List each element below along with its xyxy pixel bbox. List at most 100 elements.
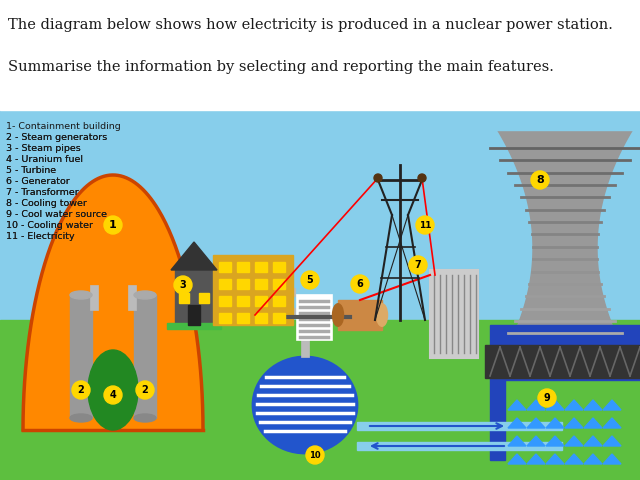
Text: 8: 8 bbox=[536, 175, 544, 185]
Polygon shape bbox=[508, 454, 526, 464]
Text: 4 - Uranium fuel: 4 - Uranium fuel bbox=[6, 155, 83, 164]
Polygon shape bbox=[565, 418, 583, 428]
Bar bbox=[490, 380, 505, 460]
Bar bbox=[0, 320, 640, 480]
Text: 5 - Turbine: 5 - Turbine bbox=[6, 166, 56, 175]
Polygon shape bbox=[508, 400, 526, 410]
Bar bbox=[219, 296, 231, 306]
Polygon shape bbox=[527, 418, 545, 428]
Circle shape bbox=[72, 381, 90, 399]
Bar bbox=[128, 285, 136, 310]
Bar bbox=[299, 330, 330, 333]
Bar bbox=[273, 313, 285, 323]
Text: 6: 6 bbox=[356, 279, 364, 289]
Ellipse shape bbox=[88, 350, 138, 430]
Circle shape bbox=[104, 386, 122, 404]
Polygon shape bbox=[490, 118, 640, 378]
Polygon shape bbox=[508, 418, 526, 428]
Bar bbox=[0, 0, 640, 110]
Text: 3 - Steam pipes: 3 - Steam pipes bbox=[6, 144, 81, 153]
Polygon shape bbox=[565, 400, 583, 410]
Bar bbox=[299, 336, 330, 339]
Text: 7: 7 bbox=[415, 260, 421, 270]
Text: 11 - Electricity: 11 - Electricity bbox=[6, 232, 75, 241]
Polygon shape bbox=[565, 454, 583, 464]
Text: Summarise the information by selecting and reporting the main features.: Summarise the information by selecting a… bbox=[8, 60, 554, 74]
Ellipse shape bbox=[134, 414, 156, 422]
Ellipse shape bbox=[134, 291, 156, 299]
Circle shape bbox=[531, 171, 549, 189]
Text: 1- Containment building: 1- Containment building bbox=[6, 122, 121, 131]
Bar bbox=[219, 262, 231, 272]
Text: 5: 5 bbox=[307, 275, 314, 285]
Text: 4: 4 bbox=[109, 390, 116, 400]
Text: 1: 1 bbox=[109, 220, 117, 230]
Bar bbox=[297, 295, 332, 340]
Polygon shape bbox=[584, 400, 602, 410]
Polygon shape bbox=[603, 418, 621, 428]
Bar bbox=[237, 279, 249, 289]
Circle shape bbox=[306, 446, 324, 464]
Text: 11: 11 bbox=[419, 220, 431, 229]
Bar bbox=[213, 255, 293, 325]
Polygon shape bbox=[23, 175, 203, 430]
Bar bbox=[255, 279, 267, 289]
Ellipse shape bbox=[253, 357, 357, 453]
Circle shape bbox=[136, 381, 154, 399]
Circle shape bbox=[409, 256, 427, 274]
Bar bbox=[179, 293, 189, 303]
Text: 7 - Transformer: 7 - Transformer bbox=[6, 188, 79, 197]
Text: 10: 10 bbox=[309, 451, 321, 459]
Circle shape bbox=[538, 389, 556, 407]
Circle shape bbox=[351, 275, 369, 293]
Polygon shape bbox=[546, 418, 564, 428]
Polygon shape bbox=[584, 454, 602, 464]
Bar bbox=[338, 300, 382, 330]
Bar bbox=[219, 313, 231, 323]
Bar bbox=[485, 345, 640, 378]
Bar bbox=[0, 110, 640, 320]
Text: The diagram below shows how electricity is produced in a nuclear power station.: The diagram below shows how electricity … bbox=[8, 18, 613, 32]
Bar bbox=[273, 262, 285, 272]
Bar bbox=[299, 306, 330, 309]
Text: 6 - Generator: 6 - Generator bbox=[6, 177, 70, 186]
Bar bbox=[0, 110, 640, 130]
Polygon shape bbox=[546, 400, 564, 410]
Polygon shape bbox=[508, 436, 526, 446]
Polygon shape bbox=[171, 242, 217, 270]
Text: 3 - Steam pipes: 3 - Steam pipes bbox=[6, 144, 81, 153]
Circle shape bbox=[301, 271, 319, 289]
Text: Summarise the information by selecting and reporting the main features.: Summarise the information by selecting a… bbox=[8, 65, 554, 79]
Polygon shape bbox=[565, 436, 583, 446]
Text: 8 - Cooling tower: 8 - Cooling tower bbox=[6, 199, 87, 208]
Bar bbox=[273, 296, 285, 306]
Bar bbox=[175, 270, 213, 325]
Text: 7 - Transformer: 7 - Transformer bbox=[6, 188, 79, 197]
Text: 9: 9 bbox=[543, 393, 550, 403]
Bar bbox=[134, 295, 156, 418]
Ellipse shape bbox=[70, 291, 92, 299]
Text: 1- Containment building: 1- Containment building bbox=[6, 122, 121, 131]
Text: 2 - Steam generators: 2 - Steam generators bbox=[6, 133, 108, 142]
Text: 10 - Cooling water: 10 - Cooling water bbox=[6, 221, 93, 230]
Text: 4 - Uranium fuel: 4 - Uranium fuel bbox=[6, 155, 83, 164]
Bar bbox=[299, 312, 330, 315]
Polygon shape bbox=[584, 436, 602, 446]
Text: 8 - Cooling tower: 8 - Cooling tower bbox=[6, 199, 87, 208]
Circle shape bbox=[416, 216, 434, 234]
Bar bbox=[357, 442, 562, 450]
Bar bbox=[237, 296, 249, 306]
Bar bbox=[90, 285, 98, 310]
Ellipse shape bbox=[333, 304, 344, 326]
Ellipse shape bbox=[70, 414, 92, 422]
Bar bbox=[167, 323, 221, 329]
Bar bbox=[237, 262, 249, 272]
Bar bbox=[0, 0, 640, 110]
Text: 2 - Steam generators: 2 - Steam generators bbox=[6, 133, 108, 142]
Polygon shape bbox=[603, 400, 621, 410]
Text: 10 - Cooling water: 10 - Cooling water bbox=[6, 221, 93, 230]
Bar bbox=[430, 270, 478, 358]
Polygon shape bbox=[584, 418, 602, 428]
Bar bbox=[199, 293, 209, 303]
Polygon shape bbox=[527, 436, 545, 446]
